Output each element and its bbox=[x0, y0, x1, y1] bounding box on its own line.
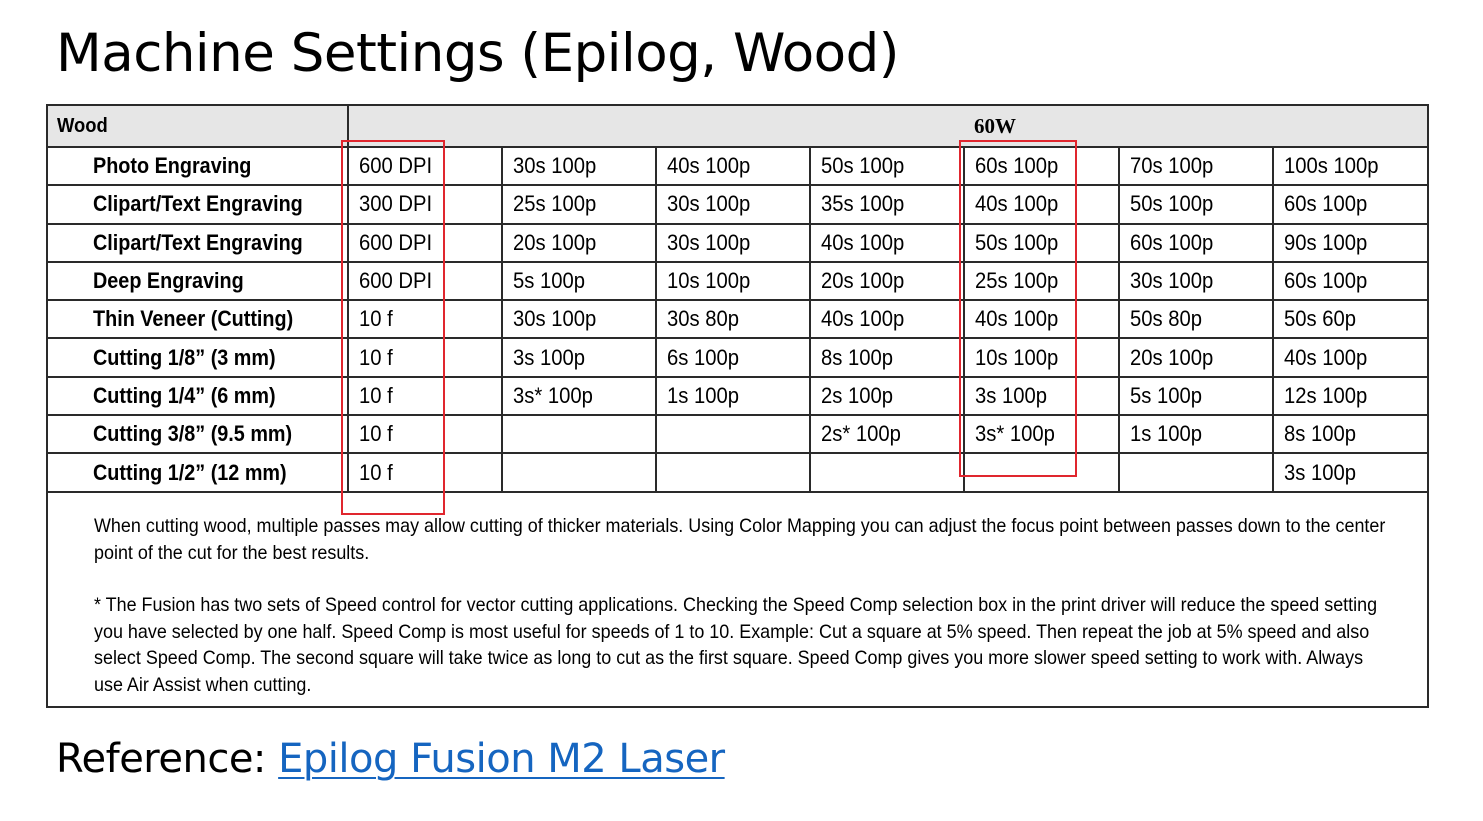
table-cell: 50s 60p bbox=[1272, 299, 1427, 340]
table-cell: 25s 100p bbox=[963, 260, 1120, 302]
table-cell: 10s 100p bbox=[655, 260, 811, 302]
row-label: Cutting 1/4” (6 mm) bbox=[48, 375, 349, 417]
table-header-row: Wood 60W bbox=[48, 106, 1427, 148]
table-cell: 25s 100p bbox=[501, 184, 657, 225]
table-cell: 50s 100p bbox=[809, 145, 965, 187]
settings-table-frame: Wood 60W Photo Engraving 600 DPI 30s 100p 4… bbox=[46, 104, 1429, 708]
table-cell bbox=[1118, 452, 1274, 493]
table-cell bbox=[809, 452, 965, 493]
table-cell: 6s 100p bbox=[655, 337, 811, 378]
table-cell: 40s 100p bbox=[963, 184, 1120, 225]
row-label: Thin Veneer (Cutting) bbox=[48, 299, 349, 340]
table-cell bbox=[963, 452, 1120, 493]
table-notes: When cutting wood, multiple passes may a… bbox=[94, 513, 1414, 698]
table-row: Thin Veneer (Cutting) 10 f 30s 100p 30s 80p… bbox=[48, 299, 1427, 340]
power-label: 60W bbox=[964, 106, 1119, 148]
table-cell: 90s 100p bbox=[1272, 222, 1427, 263]
table-cell: 10 f bbox=[347, 452, 503, 493]
table-cell: 60s 100p bbox=[1272, 260, 1427, 302]
table-cell: 70s 100p bbox=[1118, 145, 1274, 187]
row-label: Cutting 3/8” (9.5 mm) bbox=[48, 414, 349, 455]
table-cell: 8s 100p bbox=[809, 337, 965, 378]
table-cell: 8s 100p bbox=[1272, 414, 1427, 455]
settings-table: Wood 60W Photo Engraving 600 DPI 30s 100p 4… bbox=[48, 106, 1427, 689]
table-cell bbox=[655, 414, 811, 455]
table-cell: 40s 100p bbox=[963, 299, 1120, 340]
reference-prefix: Reference: bbox=[56, 736, 279, 782]
table-cell: 60s 100p bbox=[963, 145, 1120, 187]
table-cell: 60s 100p bbox=[1272, 184, 1427, 225]
row-label: Cutting 1/2” (12 mm) bbox=[48, 452, 349, 493]
table-row: Cutting 3/8” (9.5 mm) 10 f 2s* 100p 3s* 100… bbox=[48, 414, 1427, 455]
row-label: Photo Engraving bbox=[48, 145, 349, 187]
table-cell: 300 DPI bbox=[347, 184, 503, 225]
table-cell: 40s 100p bbox=[655, 145, 811, 187]
row-label: Cutting 1/8” (3 mm) bbox=[48, 337, 349, 378]
table-cell: 10 f bbox=[347, 337, 503, 378]
table-cell: 10 f bbox=[347, 414, 503, 455]
reference-link[interactable]: Epilog Fusion M2 Laser bbox=[278, 736, 725, 782]
table-cell bbox=[655, 452, 811, 493]
table-cell: 35s 100p bbox=[809, 184, 965, 225]
table-cell: 20s 100p bbox=[501, 222, 657, 263]
row-label: Clipart/Text Engraving bbox=[48, 222, 349, 263]
note-paragraph: When cutting wood, multiple passes may a… bbox=[94, 515, 1386, 564]
table-cell: 30s 100p bbox=[501, 299, 657, 340]
slide-title: Machine Settings (Epilog, Wood) bbox=[56, 23, 899, 84]
table-row: Clipart/Text Engraving 300 DPI 25s 100p 30s… bbox=[48, 184, 1427, 225]
table-cell: 30s 100p bbox=[655, 222, 811, 263]
table-cell: 5s 100p bbox=[1118, 375, 1274, 417]
table-cell: 50s 80p bbox=[1118, 299, 1274, 340]
table-cell: 10 f bbox=[347, 375, 503, 417]
table-cell bbox=[501, 452, 657, 493]
table-cell: 600 DPI bbox=[347, 222, 503, 263]
table-cell: 40s 100p bbox=[1272, 337, 1427, 378]
table-cell: 2s 100p bbox=[809, 375, 965, 417]
table-cell: 1s 100p bbox=[655, 375, 811, 417]
table-cell: 600 DPI bbox=[347, 145, 503, 187]
table-cell: 20s 100p bbox=[1118, 337, 1274, 378]
table-cell: 1s 100p bbox=[1118, 414, 1274, 455]
table-cell: 50s 100p bbox=[1118, 184, 1274, 225]
table-cell: 2s* 100p bbox=[809, 414, 965, 455]
table-cell: 40s 100p bbox=[809, 299, 965, 340]
table-cell: 40s 100p bbox=[809, 222, 965, 263]
table-cell: 5s 100p bbox=[501, 260, 657, 302]
table-cell: 100s 100p bbox=[1272, 145, 1427, 187]
row-label: Deep Engraving bbox=[48, 260, 349, 302]
table-cell: 30s 100p bbox=[655, 184, 811, 225]
table-cell: 10s 100p bbox=[963, 337, 1120, 378]
table-row: Cutting 1/4” (6 mm) 10 f 3s* 100p 1s 100p 2s… bbox=[48, 375, 1427, 417]
table-cell: 3s* 100p bbox=[501, 375, 657, 417]
table-cell: 3s* 100p bbox=[963, 414, 1120, 455]
table-cell: 20s 100p bbox=[809, 260, 965, 302]
reference-line: Reference: Epilog Fusion M2 Laser bbox=[56, 736, 725, 782]
row-label: Clipart/Text Engraving bbox=[48, 184, 349, 225]
table-cell: 30s 80p bbox=[655, 299, 811, 340]
table-cell: 12s 100p bbox=[1272, 375, 1427, 417]
table-cell: 3s 100p bbox=[1272, 452, 1427, 493]
table-cell bbox=[501, 414, 657, 455]
table-cell: 3s 100p bbox=[501, 337, 657, 378]
table-cell: 50s 100p bbox=[963, 222, 1120, 263]
table-cell: 30s 100p bbox=[501, 145, 657, 187]
table-cell: 30s 100p bbox=[1118, 260, 1274, 302]
table-cell: 600 DPI bbox=[347, 260, 503, 302]
material-label: Wood bbox=[48, 106, 349, 148]
table-row: Deep Engraving 600 DPI 5s 100p 10s 100p 20s … bbox=[48, 260, 1427, 302]
table-cell: 3s 100p bbox=[963, 375, 1120, 417]
table-row: Photo Engraving 600 DPI 30s 100p 40s 100p 50… bbox=[48, 145, 1427, 187]
note-paragraph: * The Fusion has two sets of Speed contr… bbox=[94, 594, 1378, 696]
table-row: Clipart/Text Engraving 600 DPI 20s 100p 30s… bbox=[48, 222, 1427, 263]
table-row: Cutting 1/8” (3 mm) 10 f 3s 100p 6s 100p 8s … bbox=[48, 337, 1427, 378]
table-row: Cutting 1/2” (12 mm) 10 f 3s 100p bbox=[48, 452, 1427, 493]
table-cell: 60s 100p bbox=[1118, 222, 1274, 263]
table-cell: 10 f bbox=[347, 299, 503, 340]
